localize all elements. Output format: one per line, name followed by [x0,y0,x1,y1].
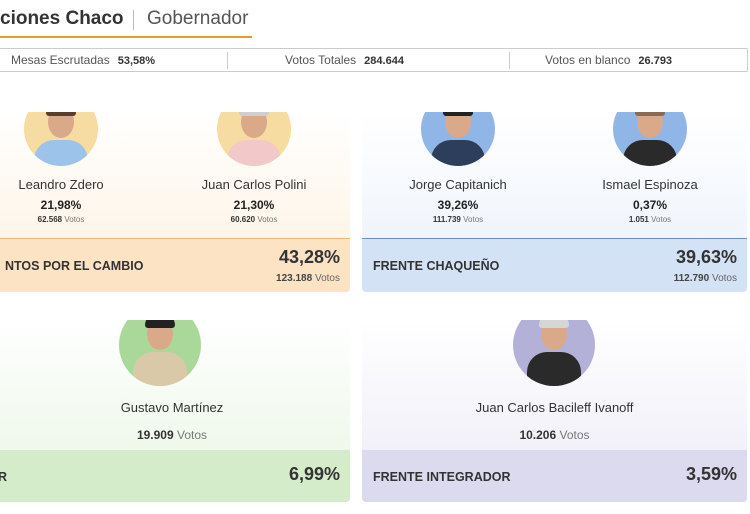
stats-divider [509,52,510,69]
party-percent: 3,59% [685,464,737,484]
stat-blanco-label: Votos en blanco [545,53,631,67]
candidate-votes: 19.909 Votos [136,428,208,442]
active-tab-underline [0,36,252,38]
candidate-name: Leandro Zdero [18,177,104,192]
candidate-photo-bacileff [513,320,595,386]
stat-mesas-value: 53,58% [117,55,156,67]
candidate-photo-polini [217,112,291,166]
candidate-name: Ismael Espinoza [602,177,698,192]
candidate-espinoza[interactable]: Ismael Espinoza 0,37% 1.051 Votos [570,112,730,224]
tab-gobernador[interactable]: Gobernador [147,8,249,29]
tab-separator [133,10,134,30]
candidate-votes: 62.568 Votos [37,215,85,224]
stat-mesas: Mesas Escrutadas 53,58% [11,53,155,67]
party-name: FRENTE CHAQUEÑO [373,259,500,273]
candidate-bacileff[interactable] [474,320,634,386]
candidate-polini[interactable]: Juan Carlos Polini 21,30% 60.620 Votos [174,112,334,224]
tab-elecciones-chaco[interactable]: ciones Chaco [0,8,124,29]
party-name: FRENTE INTEGRADOR [373,470,511,484]
party-card-green[interactable]: Gustavo Martínez 19.909 Votos R 6,99% [0,320,350,502]
candidate-martinez[interactable] [80,320,240,386]
party-percent: 43,28% [278,247,340,267]
candidate-photo-capitanich [421,112,495,166]
party-name: NTOS POR EL CAMBIO [5,259,144,273]
candidate-capitanich[interactable]: Jorge Capitanich 39,26% 111.739 Votos [378,112,538,224]
stat-votos-label: Votos Totales [285,53,357,67]
candidate-votes: 60.620 Votos [230,215,278,224]
party-percent: 39,63% [675,247,737,267]
candidate-votes: 1.051 Votos [628,215,672,224]
candidate-photo-espinoza [613,112,687,166]
candidate-percent: 21,30% [233,198,275,212]
stats-bar: Mesas Escrutadas 53,58% Votos Totales 284.… [0,48,748,72]
candidate-votes: 10.206 Votos [519,428,590,442]
party-percent: 6,99% [288,464,340,484]
candidate-percent: 21,98% [40,198,82,212]
party-votes: 112.790 Votos [673,273,737,284]
stats-divider [227,52,228,69]
party-card-frente-integrador[interactable]: Juan Carlos Bacileff Ivanoff 10.206 Voto… [362,320,747,502]
party-result-bar: FRENTE CHAQUEÑO 39,63% 112.790 Votos [362,238,747,292]
candidate-name: Gustavo Martínez [120,400,224,415]
candidate-votes: 111.739 Votos [432,215,484,224]
stat-mesas-label: Mesas Escrutadas [11,53,110,67]
party-result-bar: NTOS POR EL CAMBIO 43,28% 123.188 Votos [0,238,350,292]
candidate-name: Juan Carlos Bacileff Ivanoff [475,400,634,415]
candidate-percent: 0,37% [632,198,668,212]
candidate-name: Juan Carlos Polini [201,177,307,192]
party-card-frente-chaqueno[interactable]: Jorge Capitanich 39,26% 111.739 Votos Is… [362,112,747,292]
candidate-photo-martinez [119,320,201,386]
party-votes: 123.188 Votos [276,273,340,284]
stat-votos-blanco: Votos en blanco 26.793 [545,53,672,67]
party-name: R [0,470,8,484]
stat-votos-value: 284.644 [364,55,404,67]
stat-votos-totales: Votos Totales 284.644 [285,53,404,67]
candidate-photo-zdero [24,112,98,166]
stat-blanco-value: 26.793 [638,55,673,67]
party-result-bar: R 6,99% [0,450,350,502]
candidate-name: Jorge Capitanich [409,177,507,192]
candidate-percent: 39,26% [437,198,479,212]
candidate-zdero[interactable]: Leandro Zdero 21,98% 62.568 Votos [0,112,141,224]
party-result-bar: FRENTE INTEGRADOR 3,59% [362,450,747,502]
header: ciones Chaco Gobernador [0,0,750,40]
party-card-juntos[interactable]: Leandro Zdero 21,98% 62.568 Votos Juan C… [0,112,350,292]
